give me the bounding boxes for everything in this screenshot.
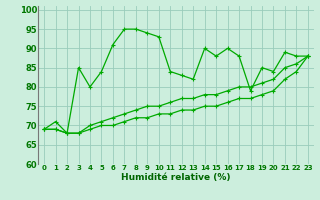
X-axis label: Humidité relative (%): Humidité relative (%) — [121, 173, 231, 182]
